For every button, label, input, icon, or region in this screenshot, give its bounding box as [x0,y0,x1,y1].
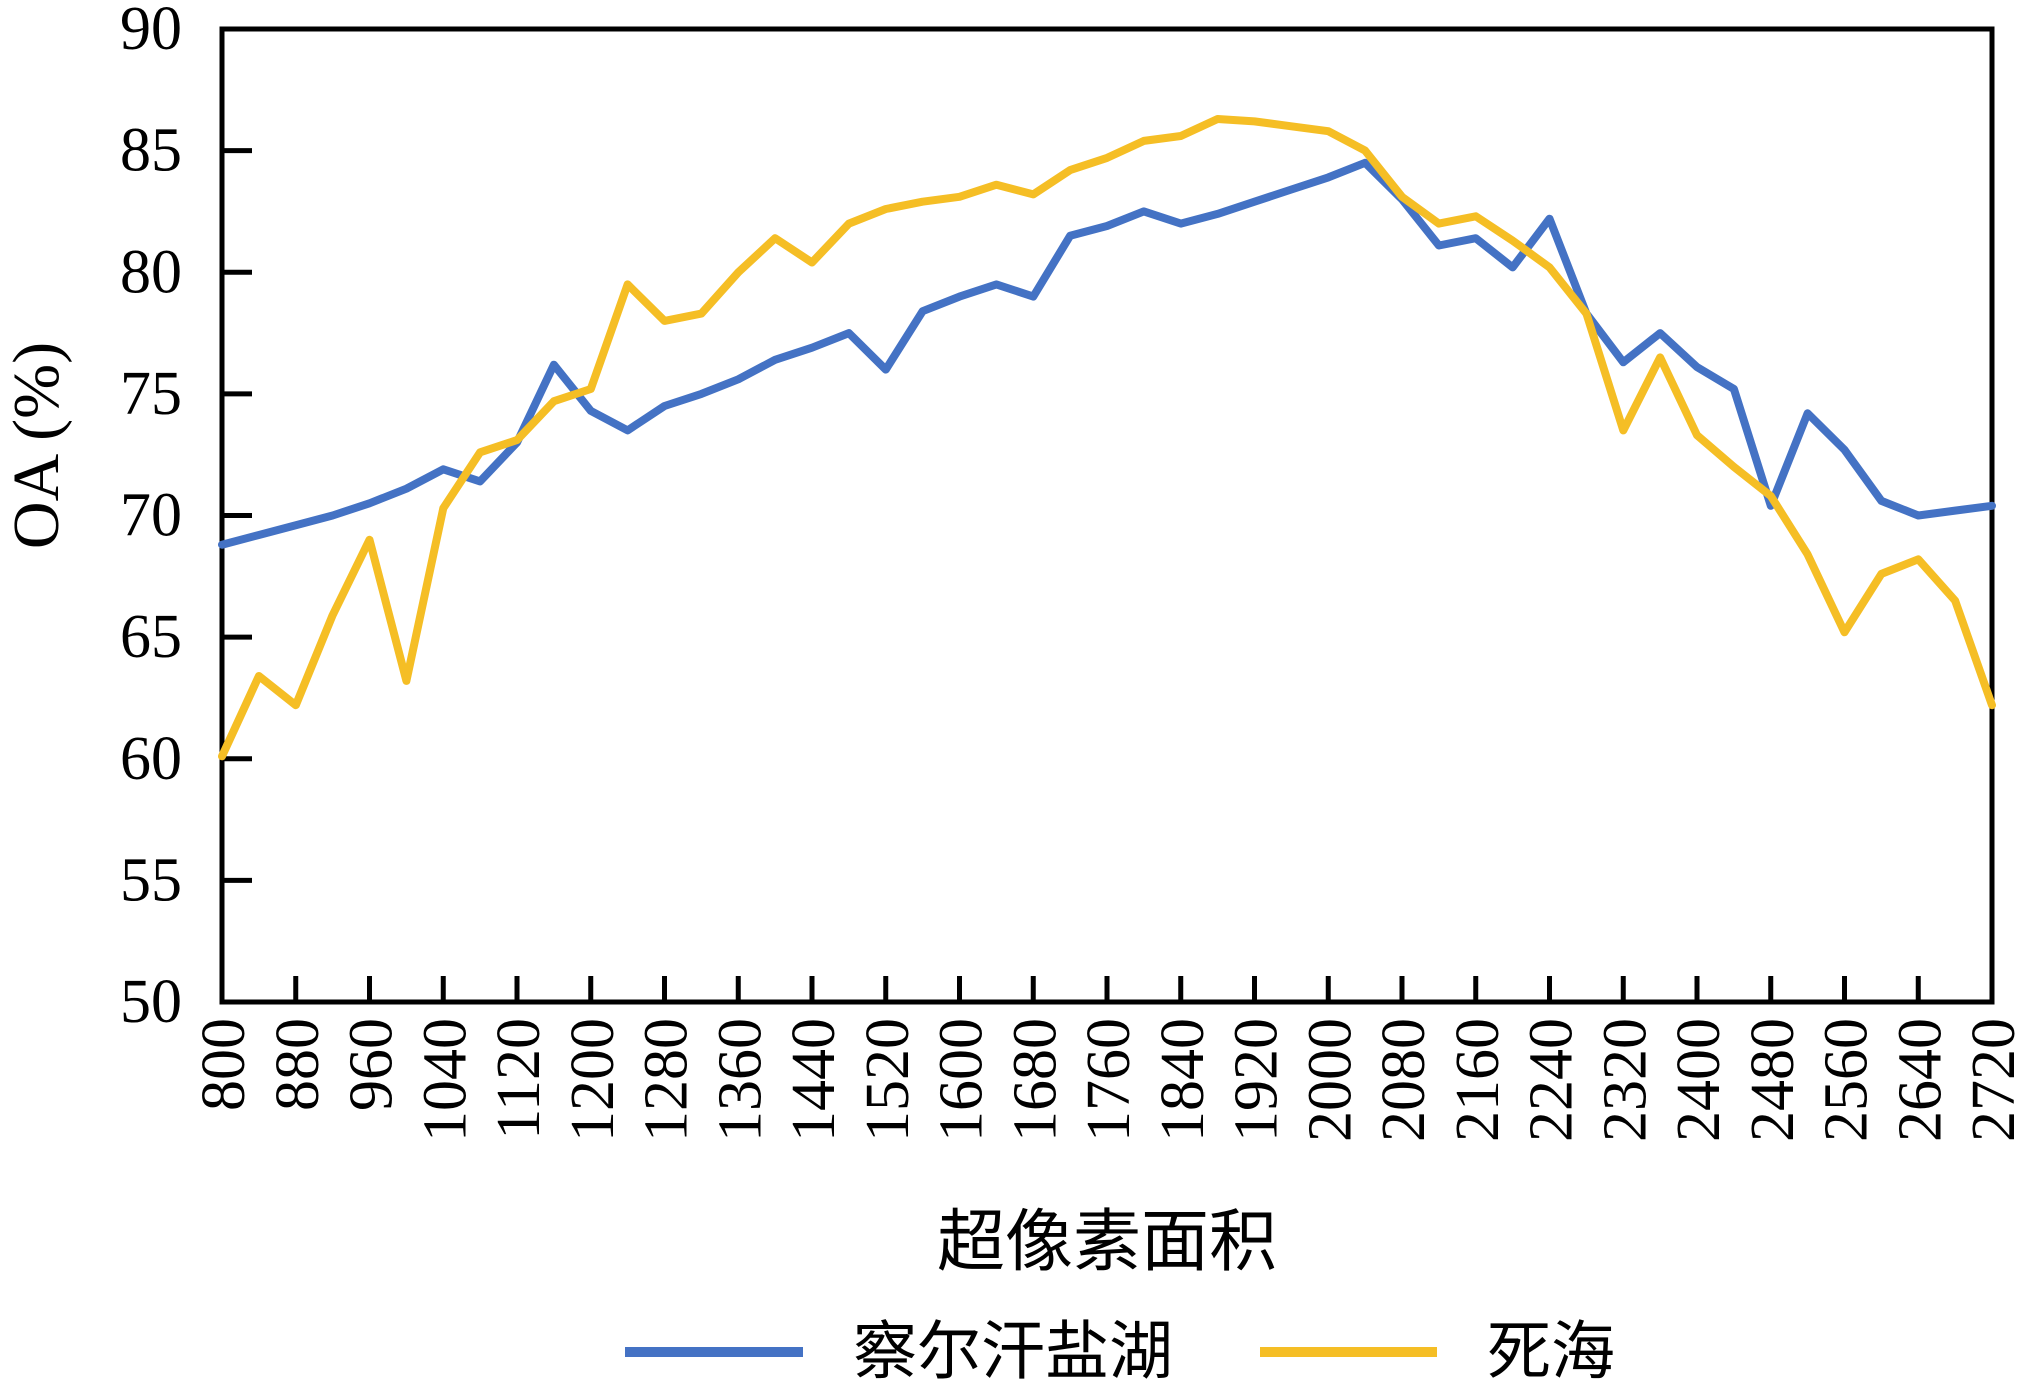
y-tick-label: 65 [120,603,182,671]
x-tick-label: 2000 [1296,1018,1364,1142]
x-tick-label: 1440 [780,1018,848,1142]
y-tick-label: 75 [120,360,182,428]
x-tick-label: 1200 [559,1018,627,1142]
y-tick-label: 85 [120,117,182,185]
y-tick-label: 55 [120,846,182,914]
series-line-dead-sea [218,115,1996,761]
x-tick-label: 2720 [1960,1018,2028,1142]
legend-label-dead-sea: 死海 [1487,1317,1615,1388]
x-tick-label: 1680 [1001,1018,1069,1142]
x-tick-label: 2240 [1518,1018,1586,1142]
x-tick-label: 960 [338,1018,406,1111]
y-tick-label: 70 [120,482,182,550]
x-tick-label: 800 [190,1018,258,1111]
x-tick-label: 1600 [928,1018,996,1142]
x-tick-label: 1920 [1223,1018,1291,1142]
y-tick-label: 50 [120,968,182,1036]
x-tick-label: 2160 [1444,1018,1512,1142]
x-tick-label: 1840 [1149,1018,1217,1142]
x-tick-label: 2320 [1591,1018,1659,1142]
x-axis-title: 超像素面积 [937,1204,1277,1280]
series-line-chaerhan-salt-lake [218,158,1996,549]
y-axis-title: OA (%) [0,342,73,549]
y-tick-label: 80 [120,238,182,306]
y-tick-label: 90 [120,0,182,63]
x-tick-label: 2400 [1665,1018,1733,1142]
x-tick-label: 2560 [1813,1018,1881,1142]
x-tick-label: 2640 [1886,1018,1954,1142]
y-tick-label: 60 [120,725,182,793]
x-tick-label: 1760 [1075,1018,1143,1142]
x-tick-label: 2480 [1739,1018,1807,1142]
legend-label-chaerhan-salt-lake: 察尔汗盐湖 [853,1317,1173,1388]
x-tick-label: 1120 [485,1018,553,1140]
x-tick-label: 1040 [411,1018,479,1142]
x-tick-label: 880 [264,1018,332,1111]
x-tick-label: 1360 [706,1018,774,1142]
x-tick-label: 2080 [1370,1018,1438,1142]
plot-frame [219,26,1995,1005]
x-tick-label: 1520 [854,1018,922,1142]
x-tick-label: 1280 [633,1018,701,1142]
